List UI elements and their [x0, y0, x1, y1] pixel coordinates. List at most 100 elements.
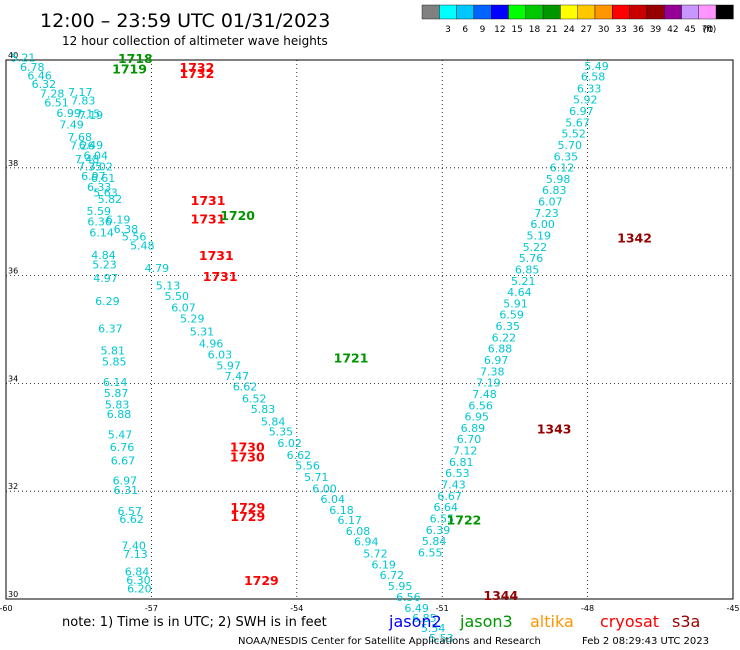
legend-swatch — [525, 4, 544, 20]
wave-height-label: 6.04 — [84, 150, 109, 163]
wave-height-label: 6.97 — [569, 105, 594, 118]
wave-height-label: 6.07 — [538, 196, 563, 209]
wave-height-label: 6.02 — [277, 437, 302, 450]
wave-height-label: 6.70 — [457, 433, 482, 446]
wave-height-label: 4.79 — [145, 262, 170, 275]
wave-height-label: 5.47 — [108, 428, 133, 441]
wave-height-label: 6.95 — [464, 411, 489, 424]
wave-height-label: 5.35 — [269, 426, 294, 439]
wave-height-label: 6.97 — [81, 170, 106, 183]
wave-height-label: 5.53 — [429, 632, 454, 645]
legend-unit: (ft) — [703, 25, 717, 35]
legend-swatch — [456, 4, 475, 20]
wave-height-label: 6.99 — [56, 107, 81, 120]
lon-tick-label: -51 — [436, 604, 449, 613]
wave-height-label: 6.32 — [32, 78, 56, 91]
wave-height-label: 6.62 — [233, 380, 258, 393]
wave-height-label: 6.12 — [550, 162, 575, 175]
wave-height-label: 6.51 — [44, 96, 69, 109]
lon-tick-label: -54 — [290, 604, 303, 613]
legend-swatch — [542, 4, 561, 20]
wave-height-label: 6.08 — [346, 525, 371, 538]
wave-height-label: 6.29 — [95, 295, 120, 308]
wave-height-label: 6.84 — [125, 565, 150, 578]
wave-height-label: 7.49 — [59, 118, 84, 131]
wave-height-label: 5.21 — [11, 52, 35, 65]
wave-height-label: 6.04 — [321, 493, 346, 506]
wave-height-label: 7.35 — [78, 160, 103, 173]
pass-time-label: 1731 — [191, 193, 226, 208]
satellite-name: s3a — [672, 612, 700, 631]
lat-tick-label: 32 — [8, 482, 18, 491]
wave-height-label: 6.58 — [581, 70, 606, 83]
wave-height-label: 5.98 — [546, 173, 571, 186]
wave-height-label: 4.97 — [93, 272, 118, 285]
legend-swatch — [698, 4, 717, 20]
map-frame — [5, 59, 734, 600]
wave-height-label: 6.97 — [484, 354, 509, 367]
pass-time-label: 1732 — [180, 60, 215, 75]
wave-height-label: 5.59 — [86, 205, 111, 218]
wave-height-label: 6.56 — [468, 399, 493, 412]
wave-height-label: 6.49 — [79, 139, 104, 152]
wave-height-label: 7.13 — [123, 548, 148, 561]
legend-value: 42 — [667, 25, 678, 35]
legend-value: 15 — [511, 25, 522, 35]
legend-value: 39 — [650, 25, 662, 35]
legend-swatch — [612, 4, 630, 20]
lat-tick-label: 36 — [8, 267, 18, 276]
legend-value: 30 — [598, 25, 610, 35]
wave-height-label: 7.40 — [121, 539, 146, 552]
legend-swatch — [439, 4, 457, 20]
wave-height-label: 6.03 — [208, 349, 233, 362]
credit-line: NOAA/NESDIS Center for Satellite Applica… — [238, 636, 541, 647]
legend-value: 12 — [494, 25, 505, 35]
wave-height-label: 6.14 — [103, 376, 128, 389]
lat-tick-label: 30 — [8, 590, 18, 599]
legend-swatch — [646, 4, 665, 20]
wave-height-label: 6.67 — [111, 454, 136, 467]
wave-height-label: 5.76 — [519, 252, 544, 265]
wave-height-label: 6.38 — [114, 223, 139, 236]
lon-tick-label: -48 — [581, 604, 594, 613]
wave-height-label: 5.83 — [251, 403, 275, 416]
wave-height-label: 6.88 — [488, 343, 513, 356]
wave-height-label: 6.35 — [496, 320, 520, 333]
wave-height-label: 6.19 — [371, 558, 396, 571]
satellite-name: altika — [530, 612, 574, 631]
wave-height-label: 7.12 — [453, 445, 478, 458]
wave-height-label: 6.78 — [20, 61, 45, 74]
pass-time-label: 1730 — [230, 450, 265, 465]
wave-height-label: 5.48 — [130, 240, 155, 253]
pass-time-label: 1343 — [537, 422, 572, 437]
pass-time-label: 1731 — [199, 248, 234, 263]
wave-height-label: 6.39 — [426, 524, 451, 537]
wave-height-label: 6.33 — [577, 82, 602, 95]
legend-value: 33 — [615, 25, 626, 35]
wave-height-label: 5.72 — [363, 547, 388, 560]
wave-height-label: 6.72 — [380, 569, 405, 582]
wave-height-label: 6.64 — [433, 501, 458, 514]
wave-height-label: 6.67 — [437, 490, 462, 503]
pass-time-label: 1729 — [230, 509, 265, 524]
wave-height-label: 5.97 — [216, 359, 241, 372]
legend-value: 3 — [445, 25, 451, 35]
wave-height-label: 6.57 — [117, 505, 141, 518]
wave-height-label: 5.84 — [422, 535, 447, 548]
wave-height-label: 4.64 — [507, 286, 532, 299]
legend-value: 27 — [581, 25, 592, 35]
wave-height-label: 6.52 — [242, 392, 266, 405]
wave-height-label: 6.22 — [492, 331, 517, 344]
wave-height-label: 6.19 — [106, 213, 131, 226]
legend-swatch — [629, 4, 648, 20]
wave-height-label: 7.38 — [480, 365, 505, 378]
generated-timestamp: Feb 2 08:29:43 UTC 2023 — [582, 636, 709, 647]
wave-height-label: 6.07 — [171, 302, 196, 315]
satellite-name: cryosat — [600, 612, 659, 631]
wave-height-label: 7.43 — [441, 479, 466, 492]
legend-value: 70 — [702, 25, 714, 35]
wave-height-label: 7.26 — [70, 139, 95, 152]
wave-height-label: 6.55 — [418, 546, 443, 559]
wave-height-label: 6.94 — [354, 536, 379, 549]
